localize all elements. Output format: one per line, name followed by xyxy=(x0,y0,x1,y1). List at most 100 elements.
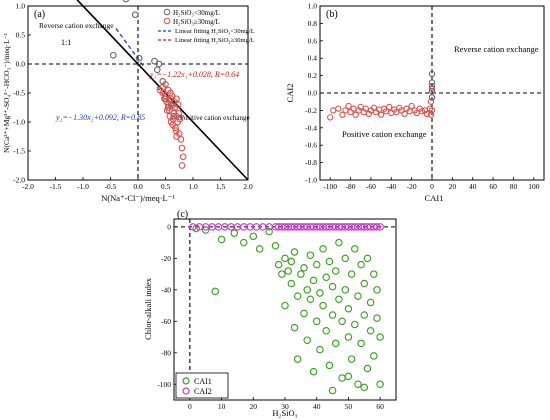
b-y-tick-label: 0.0 xyxy=(308,89,318,98)
panel-b-label: (b) xyxy=(326,9,338,20)
b-point-series-0 xyxy=(428,107,436,114)
c-point-series-0 xyxy=(366,326,375,335)
b-point-series-0 xyxy=(335,105,342,112)
c-point-series-0 xyxy=(265,227,273,236)
legend-label-lt30: H₂SiO₃<30mg/L xyxy=(173,9,220,17)
c-point-series-0 xyxy=(300,264,308,272)
a-x-tick-label: 0.5 xyxy=(161,182,171,191)
c-point-series-0 xyxy=(316,289,324,297)
b-x-tick-label: 20 xyxy=(449,182,457,191)
c-point-series-0 xyxy=(306,251,315,259)
panel-a-label: (a) xyxy=(34,9,45,20)
c-point-series-0 xyxy=(325,361,334,370)
c-point-series-0 xyxy=(328,386,337,395)
c-point-series-0 xyxy=(217,235,226,244)
c-point-series-0 xyxy=(271,242,280,250)
c-point-series-0 xyxy=(312,317,321,326)
c-point-series-0 xyxy=(306,295,315,304)
c-x-tick-label: 10 xyxy=(218,402,226,411)
a-y-tick-label: -0.5 xyxy=(13,89,25,98)
c-point-series-0 xyxy=(366,298,375,307)
c-point-series-0 xyxy=(328,282,337,291)
panel-c-label: (c) xyxy=(177,209,188,220)
a-x-tick-label: -1.5 xyxy=(50,182,62,191)
b-x-tick-label: -40 xyxy=(386,182,396,191)
a-y-tick-label: -1.0 xyxy=(13,118,25,127)
c-point-series-0 xyxy=(290,248,299,256)
b-y-tick-label: 0.2 xyxy=(308,71,318,80)
c-point-series-0 xyxy=(363,254,372,263)
b-point-series-0 xyxy=(352,111,359,118)
c-point-series-0 xyxy=(274,260,283,269)
c-y-tick-label: -80 xyxy=(161,348,171,357)
c-point-series-0 xyxy=(370,352,378,360)
a-point-series-1 xyxy=(178,144,186,152)
b-point-series-0 xyxy=(427,111,435,118)
c-point-series-0 xyxy=(351,320,359,329)
a-point-series-1 xyxy=(172,124,179,132)
c-point-series-0 xyxy=(331,339,340,348)
c-point-series-0 xyxy=(347,270,356,278)
c-point-series-0 xyxy=(293,355,302,363)
c-point-series-0 xyxy=(316,345,324,354)
a-point-series-0 xyxy=(135,54,143,62)
panel-c-points xyxy=(189,223,384,395)
legend-marker-cai2 xyxy=(182,387,190,395)
b-point-series-1 xyxy=(428,94,436,101)
panel-a-one-to-one-label: 1:1 xyxy=(61,38,71,47)
b-point-series-0 xyxy=(427,98,435,105)
c-point-series-0 xyxy=(341,254,350,263)
b-y-tick-label: 0.8 xyxy=(308,19,318,28)
c-point-series-0 xyxy=(344,372,353,381)
legend-label-cai1: CAI1 xyxy=(194,377,212,386)
c-point-series-0 xyxy=(322,273,330,281)
panel-c-legend: CAI1 CAI2 xyxy=(175,372,229,399)
c-point-series-0 xyxy=(319,245,327,253)
b-point-series-0 xyxy=(408,102,415,110)
c-point-series-0 xyxy=(322,326,330,335)
panel-c-y-axis-label: Chlor-alkali index xyxy=(143,277,153,340)
legend-label-fit-lt30: Linear fitting H₂SiO₃<30mg/L xyxy=(175,28,255,35)
b-x-tick-label: -80 xyxy=(346,182,356,191)
b-y-tick-label: 0.6 xyxy=(308,36,318,45)
c-point-series-0 xyxy=(347,355,356,363)
c-point-series-0 xyxy=(240,238,248,247)
c-y-tick-label: -100 xyxy=(157,380,171,389)
panel-b-positive-annotation: Positive cation exchange xyxy=(342,129,427,139)
c-point-series-0 xyxy=(328,311,337,319)
c-point-series-0 xyxy=(360,383,369,392)
a-point-series-0 xyxy=(170,112,178,120)
c-x-tick-label: 40 xyxy=(313,402,321,411)
c-x-tick-label: 20 xyxy=(250,402,258,411)
legend-label-fit-ge30: Linear fitting H₂SiO₃≥30mg/L xyxy=(175,37,255,44)
c-point-series-0 xyxy=(357,339,365,348)
c-point-series-0 xyxy=(344,333,353,341)
c-x-tick-label: 60 xyxy=(376,402,384,411)
c-y-tick-label: -40 xyxy=(161,285,171,294)
panel-c-ticks: 0 10 20 30 40 50 60 -100 -80 -60 -40 -20 0 xyxy=(157,219,396,411)
panel-a-blue-fit-annotation: y₂=−1.30x₂+0.092, R=0.85 xyxy=(55,113,145,122)
c-point-series-0 xyxy=(319,301,327,310)
legend-label-cai2: CAI2 xyxy=(194,387,212,396)
a-point-series-1 xyxy=(156,86,164,94)
a-x-tick-label: -0.5 xyxy=(105,182,117,191)
b-point-series-0 xyxy=(327,114,334,121)
a-x-tick-label: -1.0 xyxy=(77,182,89,191)
a-x-tick-label: 0.0 xyxy=(133,182,143,191)
a-point-series-0 xyxy=(153,66,161,74)
c-point-series-0 xyxy=(325,257,334,266)
c-point-series-1 xyxy=(376,223,384,231)
c-point-series-0 xyxy=(357,260,365,269)
b-point-series-0 xyxy=(347,108,354,116)
a-point-series-1 xyxy=(179,153,187,161)
legend-marker-cai1 xyxy=(182,377,190,385)
b-point-series-1 xyxy=(428,79,436,86)
b-x-tick-label: 40 xyxy=(469,182,477,191)
c-point-series-0 xyxy=(341,286,350,294)
c-point-series-0 xyxy=(309,276,318,285)
c-point-series-0 xyxy=(297,270,305,278)
c-point-series-0 xyxy=(354,380,362,389)
c-point-series-0 xyxy=(360,279,369,288)
c-point-series-0 xyxy=(303,336,311,344)
c-point-series-0 xyxy=(281,254,289,263)
